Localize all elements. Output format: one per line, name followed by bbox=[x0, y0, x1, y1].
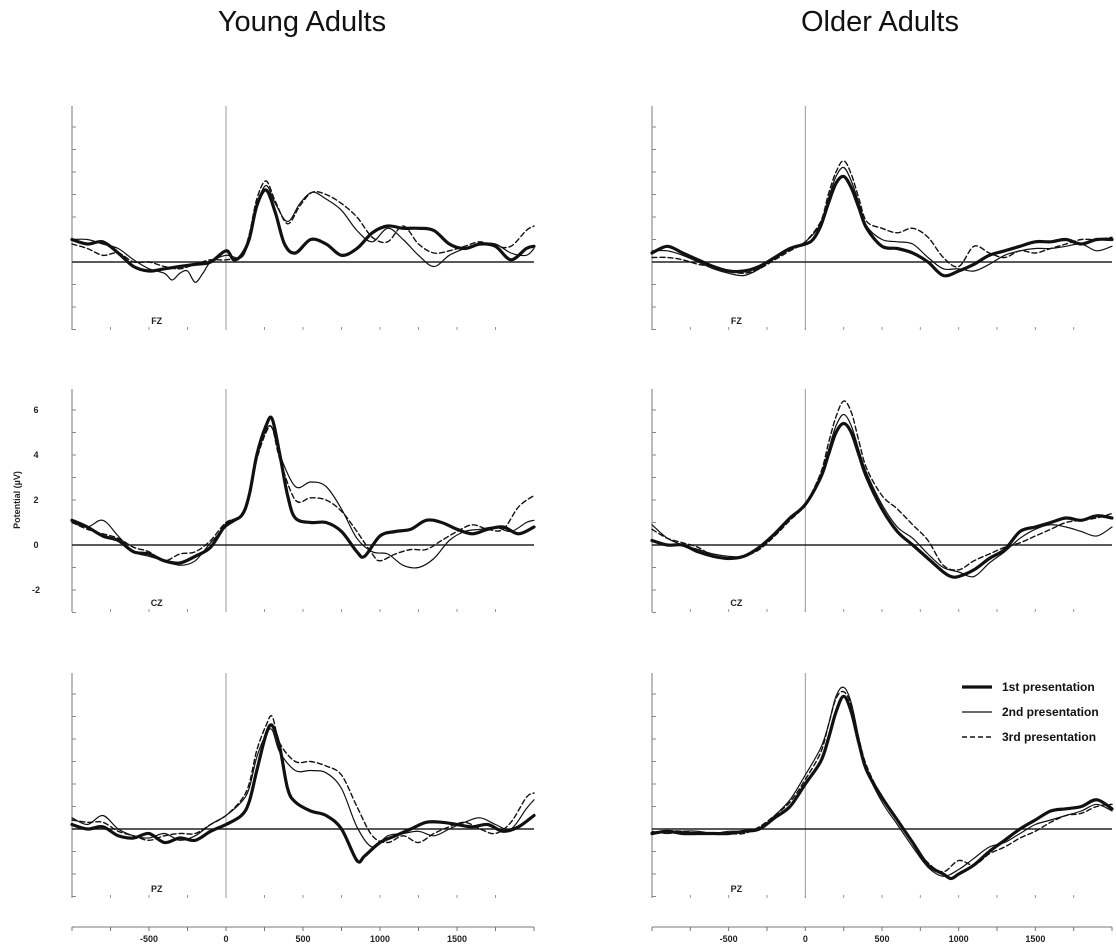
x-tick-label: 1500 bbox=[1025, 934, 1045, 944]
channel-label-young-fz: FZ bbox=[151, 316, 162, 326]
series-3rd-young-cz bbox=[71, 425, 535, 562]
x-tick-label: -500 bbox=[720, 934, 738, 944]
y-tick-label: 6 bbox=[33, 405, 38, 415]
legend-label-2: 2nd presentation bbox=[1002, 705, 1099, 719]
series-3rd-older-cz bbox=[651, 400, 1113, 571]
channel-label-older-fz: FZ bbox=[731, 316, 742, 326]
column-title-older-adults: Older Adults bbox=[801, 6, 959, 38]
x-tick-label: 0 bbox=[223, 934, 228, 944]
series-2nd-older-cz bbox=[651, 413, 1113, 578]
series-1st-older-cz bbox=[650, 421, 1114, 579]
series-1st-young-cz bbox=[70, 415, 536, 565]
x-tick-label: 1000 bbox=[370, 934, 390, 944]
x-tick-label: 500 bbox=[874, 934, 889, 944]
series-3rd-young-fz bbox=[71, 180, 535, 270]
series-3rd-young-pz bbox=[71, 715, 535, 844]
y-tick-label: 4 bbox=[33, 450, 38, 460]
y-tick-label: -2 bbox=[32, 585, 40, 595]
legend-label-3: 3rd presentation bbox=[1002, 730, 1096, 744]
y-axis-title: Potential (µV) bbox=[12, 471, 22, 529]
series-2nd-young-pz bbox=[71, 728, 535, 848]
series-2nd-young-fz bbox=[71, 184, 535, 283]
x-tick-label: 1000 bbox=[949, 934, 969, 944]
x-tick-label: 1500 bbox=[447, 934, 467, 944]
x-tick-label: 0 bbox=[803, 934, 808, 944]
series-1st-young-pz bbox=[70, 723, 536, 864]
series-1st-older-fz bbox=[650, 174, 1114, 278]
x-tick-label: -500 bbox=[140, 934, 158, 944]
legend-label-1: 1st presentation bbox=[1002, 680, 1095, 694]
column-title-young-adults: Young Adults bbox=[217, 6, 387, 38]
series-1st-young-fz bbox=[70, 188, 536, 273]
series-2nd-older-fz bbox=[651, 166, 1113, 277]
channel-label-young-cz: CZ bbox=[151, 598, 163, 608]
x-tick-label: 500 bbox=[295, 934, 310, 944]
channel-label-young-pz: PZ bbox=[151, 884, 163, 894]
y-tick-label: 0 bbox=[33, 540, 38, 550]
series-3rd-older-pz bbox=[651, 690, 1113, 873]
channel-label-older-cz: CZ bbox=[730, 598, 742, 608]
series-1st-older-pz bbox=[650, 694, 1114, 881]
series-2nd-young-cz bbox=[71, 425, 535, 569]
channel-label-older-pz: PZ bbox=[731, 884, 743, 894]
series-3rd-older-fz bbox=[651, 160, 1113, 275]
y-tick-label: 2 bbox=[33, 495, 38, 505]
